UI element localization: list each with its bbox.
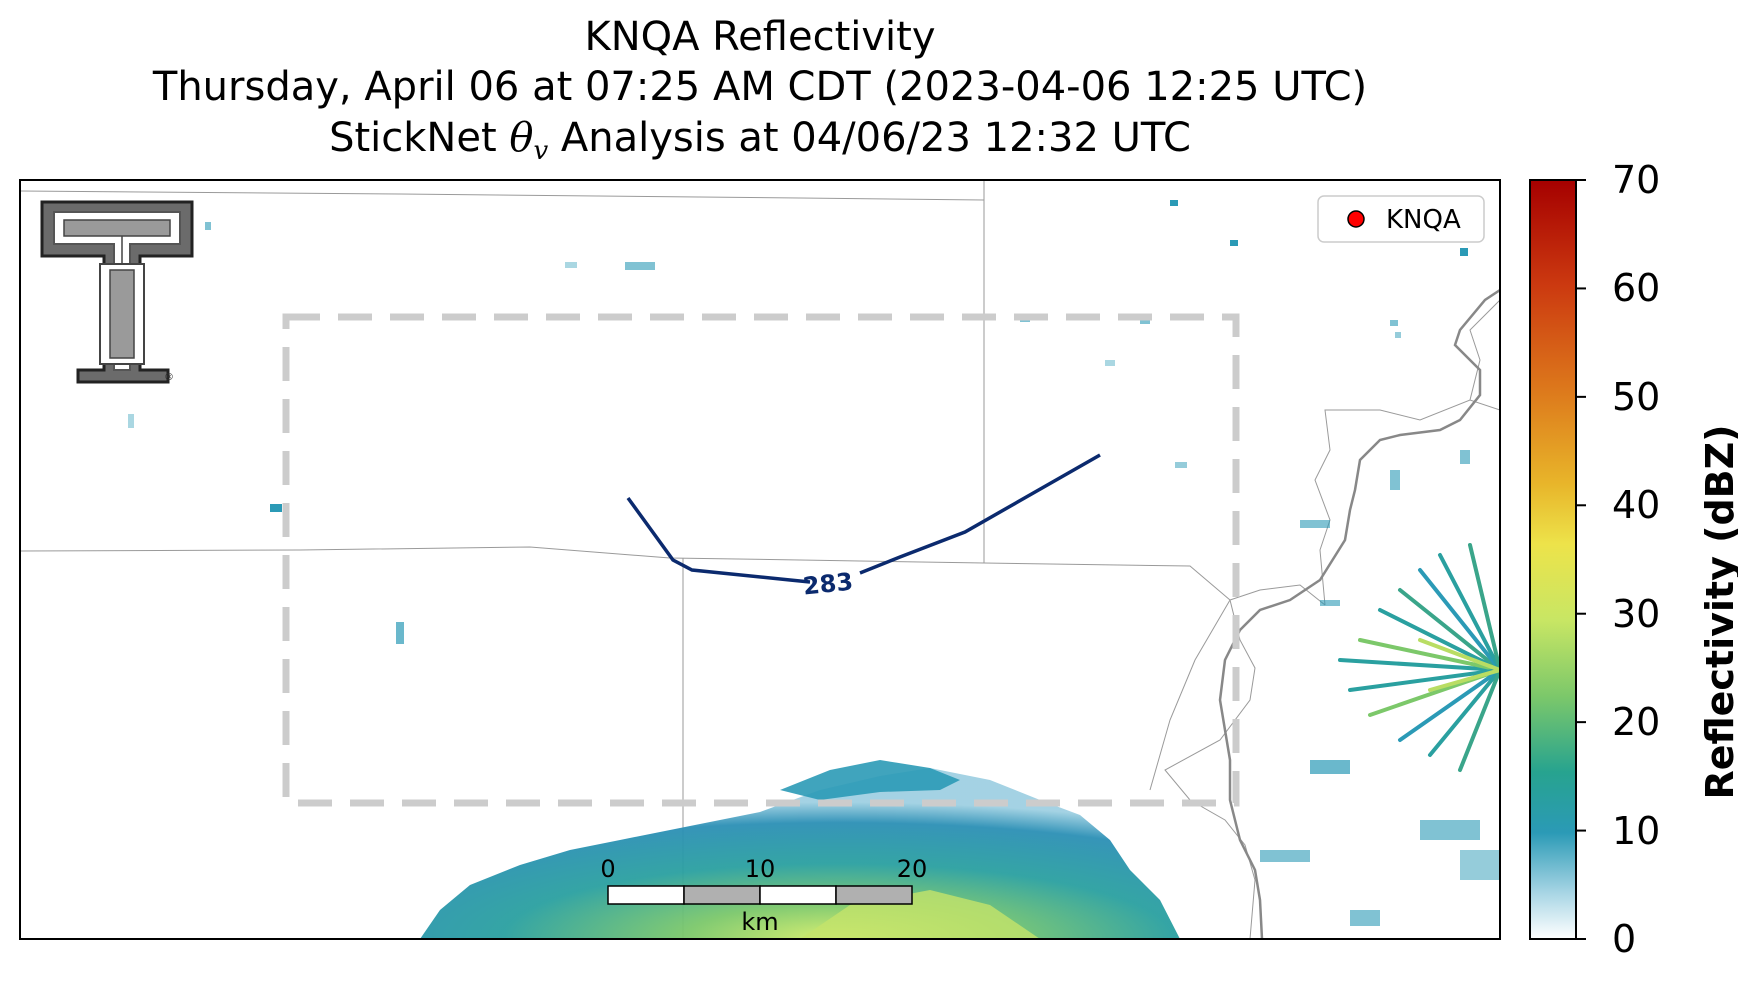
scale-unit: km [741,908,778,936]
reflectivity-specks-east [1260,450,1500,926]
legend-label: KNQA [1386,205,1461,235]
reflectivity-area-south-edge [780,760,960,800]
legend-box [1317,195,1485,243]
title-line-2: Thursday, April 06 at 07:25 AM CDT (2023… [152,64,1368,110]
reflectivity-core-south [800,890,1040,939]
scale-tick-20: 20 [897,855,928,883]
scale-tick-0: 0 [600,855,615,883]
theta-v-contour [626,453,1101,584]
colorbar-tick-label: 20 [1612,700,1661,745]
map-border [19,179,1501,940]
title-line-3-suffix: Analysis at 04/06/23 12:32 UTC [548,115,1191,161]
colorbar-tick-label: 10 [1612,808,1661,853]
state-line [1218,288,1500,939]
title-line-3-prefix: StickNet [329,115,510,161]
title-line-3: StickNet θv Analysis at 04/06/23 12:32 U… [0,114,1520,175]
colorbar-tick-label: 0 [1612,917,1637,961]
colorbar-tick-label: 70 [1612,158,1661,202]
theta-subscript: v [533,136,549,166]
contour-label: 283 [802,567,855,600]
reflectivity-area-east [1338,543,1500,772]
radar-marker-icon [1347,210,1365,228]
colorbar-tick-label: 40 [1612,483,1661,528]
theta-symbol: θ [509,115,534,161]
colorbar-tick-label: 60 [1612,266,1661,311]
title-line-1: KNQA Reflectivity [584,14,936,60]
legend: KNQA [1317,195,1485,243]
texas-tech-logo: ® [40,200,194,384]
colorbar [1529,179,1577,940]
svg-text:®: ® [164,372,174,383]
colorbar-tick-marks [1576,179,1586,940]
scale-bar: 0 10 20 km [600,855,927,936]
scale-tick-10: 10 [745,855,776,883]
colorbar-label: Reflectivity (dBZ) [1698,424,1738,800]
colorbar-tick-label: 30 [1612,591,1661,636]
colorbar-tick-label: 50 [1612,374,1661,419]
analysis-domain-box [282,313,1240,807]
